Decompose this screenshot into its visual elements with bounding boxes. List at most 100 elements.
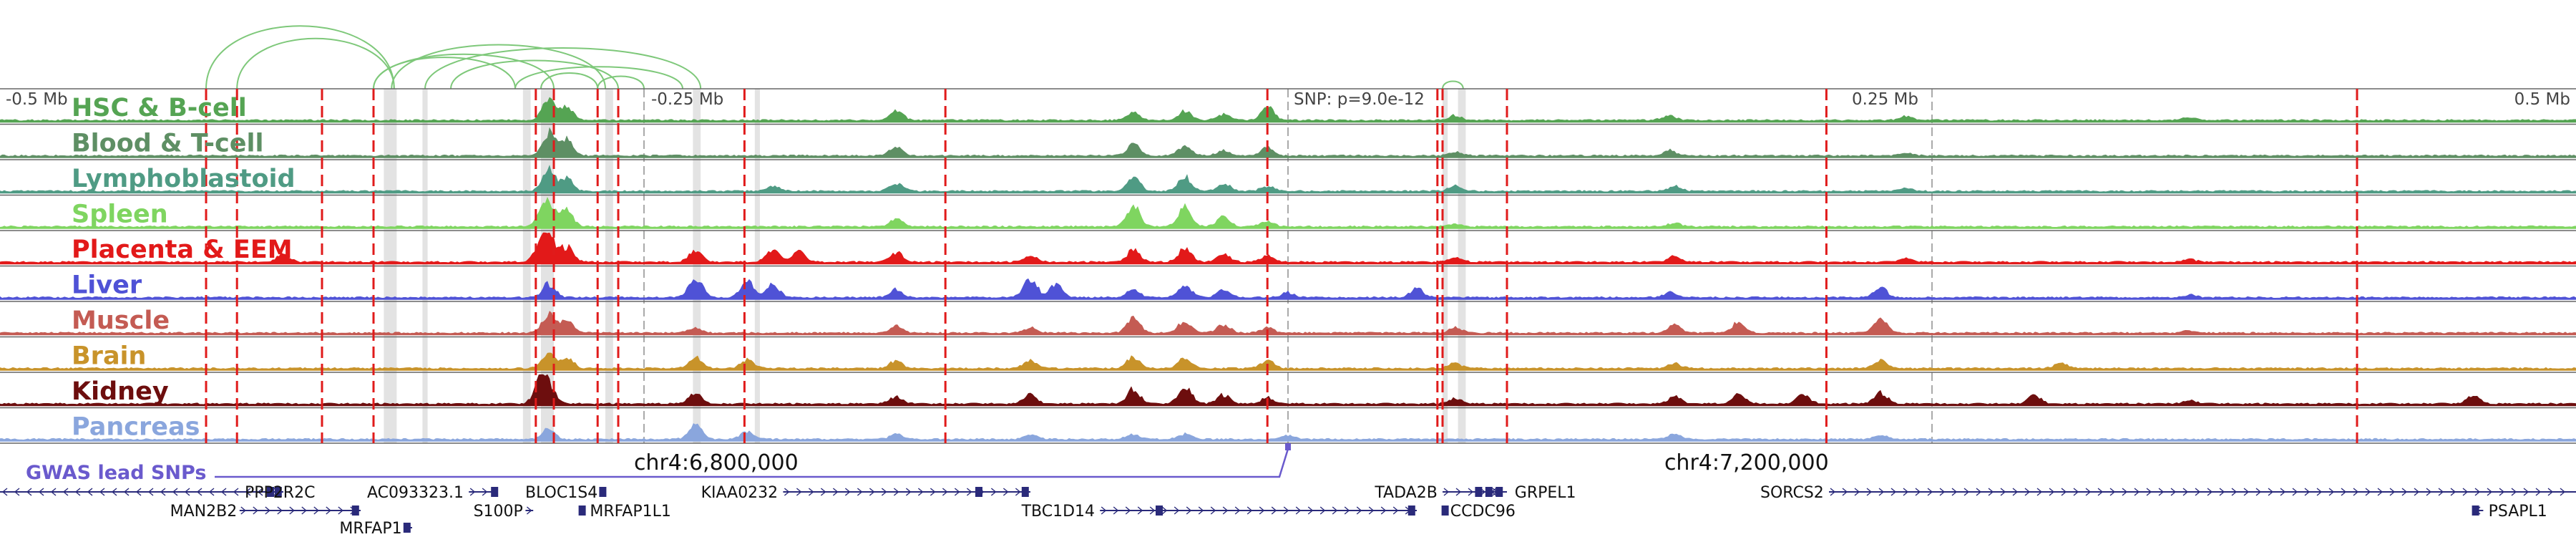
gene-strand-arrow bbox=[313, 506, 319, 515]
track-signal-2 bbox=[0, 164, 2576, 193]
gene-label-5: BLOC1S4 bbox=[525, 484, 597, 502]
gene-strand-arrow bbox=[1283, 506, 1289, 515]
track-label-2: Lymphoblastoid bbox=[72, 165, 296, 193]
gene-strand-arrow bbox=[38, 488, 44, 496]
gene-strand-arrow bbox=[893, 488, 899, 496]
gene-strand-arrow bbox=[1186, 506, 1192, 515]
gene-strand-arrow bbox=[257, 488, 263, 496]
track-signal-6 bbox=[0, 310, 2576, 335]
gene-strand-arrow bbox=[1854, 488, 1860, 496]
gene-strand-arrow bbox=[1332, 506, 1338, 515]
axis-label-left: -0.5 Mb bbox=[6, 90, 68, 109]
gene-strand-arrow bbox=[2219, 488, 2225, 496]
axis-label-mid-left: -0.25 Mb bbox=[651, 90, 723, 109]
gene-label-3: AC093323.1 bbox=[367, 484, 464, 502]
axis-label-mid-right: 0.25 Mb bbox=[1852, 90, 1918, 109]
gene-strand-arrow bbox=[301, 506, 307, 515]
gene-strand-arrow bbox=[869, 488, 875, 496]
gene-exon bbox=[1407, 505, 1415, 516]
loop-arc-8 bbox=[540, 72, 599, 90]
gene-strand-arrow bbox=[1939, 488, 1946, 496]
gene-strand-arrow bbox=[2389, 488, 2396, 496]
gene-strand-arrow bbox=[1149, 506, 1156, 515]
gene-strand-arrow bbox=[820, 488, 826, 496]
gene-strand-arrow bbox=[147, 488, 154, 496]
gene-strand-arrow bbox=[1915, 488, 1921, 496]
gene-strand-arrow bbox=[1356, 506, 1362, 515]
gene-strand-arrow bbox=[930, 488, 936, 496]
gene-strand-arrow bbox=[1015, 488, 1021, 496]
gene-strand-arrow bbox=[111, 488, 117, 496]
gene-strand-arrow bbox=[2280, 488, 2286, 496]
gene-strand-arrow bbox=[1234, 506, 1241, 515]
gene-strand-arrow bbox=[942, 488, 948, 496]
gene-strand-arrow bbox=[2122, 488, 2128, 496]
gene-strand-arrow bbox=[1198, 506, 1204, 515]
gene-strand-arrow bbox=[990, 488, 997, 496]
gene-exon bbox=[975, 487, 982, 497]
gene-strand-arrow bbox=[2182, 488, 2189, 496]
gene-strand-arrow bbox=[2487, 488, 2493, 496]
gene-strand-arrow bbox=[99, 488, 105, 496]
gene-label-2: MRFAP1 bbox=[339, 520, 401, 537]
gene-strand-arrow bbox=[2097, 488, 2104, 496]
gene-strand-arrow bbox=[857, 488, 863, 496]
gene-strand-arrow bbox=[2523, 488, 2529, 496]
gene-strand-arrow bbox=[1963, 488, 1970, 496]
gene-exon bbox=[274, 487, 282, 497]
gene-strand-arrow bbox=[2195, 488, 2201, 496]
gene-strand-arrow bbox=[184, 488, 190, 496]
gene-label-12: SORCS2 bbox=[1760, 484, 1824, 502]
gene-exon bbox=[1021, 487, 1029, 497]
track-label-9: Pancreas bbox=[72, 413, 200, 442]
gene-strand-arrow bbox=[172, 488, 178, 496]
track-label-8: Kidney bbox=[72, 377, 169, 406]
gene-strand-arrow bbox=[1137, 506, 1143, 515]
gene-strand-arrow bbox=[2450, 488, 2457, 496]
gene-label-10: GRPEL1 bbox=[1515, 484, 1576, 502]
gene-strand-arrow bbox=[1113, 506, 1119, 515]
snp-lines bbox=[205, 89, 2358, 443]
gene-strand-arrow bbox=[917, 488, 924, 496]
gene-strand-arrow bbox=[482, 488, 488, 496]
gene-strand-arrow bbox=[1368, 506, 1375, 515]
gene-strand-arrow bbox=[2061, 488, 2067, 496]
gene-strand-arrow bbox=[832, 488, 839, 496]
track-signal-1 bbox=[0, 127, 2576, 158]
gene-strand-arrow bbox=[26, 488, 32, 496]
gene-strand-arrow bbox=[196, 488, 203, 496]
chromatin-loop-arcs bbox=[205, 25, 1464, 90]
gene-exon bbox=[403, 523, 411, 533]
coordinate-labels: chr4:6,800,000 chr4:7,200,000 bbox=[634, 450, 1829, 475]
loop-arc-0 bbox=[205, 25, 395, 90]
track-signal-9 bbox=[0, 423, 2576, 442]
gene-strand-arrow bbox=[2231, 488, 2238, 496]
gene-strand-arrow bbox=[1830, 488, 1836, 496]
track-label-0: HSC & B-cell bbox=[72, 94, 247, 122]
gene-strand-arrow bbox=[1002, 488, 1009, 496]
gene-strand-arrow bbox=[135, 488, 142, 496]
gene-strand-arrow bbox=[2499, 488, 2505, 496]
gene-strand-arrow bbox=[14, 488, 20, 496]
gene-strand-arrow bbox=[808, 488, 814, 496]
track-signal-7 bbox=[0, 352, 2576, 371]
gene-exon bbox=[267, 487, 274, 497]
gene-exon bbox=[1156, 505, 1163, 516]
gene-strand-arrow bbox=[469, 488, 476, 496]
gene-exon bbox=[578, 505, 586, 516]
loop-arc-6 bbox=[450, 59, 619, 90]
loop-arc-7 bbox=[514, 66, 683, 90]
gene-strand-arrow bbox=[905, 488, 912, 496]
gene-strand-arrow bbox=[62, 488, 69, 496]
gene-track: PPP2R2C MAN2B2 MRFAP1 AC093323.1 S100PBLOC1S… bbox=[0, 484, 2576, 537]
gene-strand-arrow bbox=[1976, 488, 1982, 496]
gene-strand-arrow bbox=[2268, 488, 2274, 496]
gene-strand-arrow bbox=[2365, 488, 2371, 496]
gene-strand-arrow bbox=[881, 488, 887, 496]
gene-strand-arrow bbox=[1295, 506, 1302, 515]
gene-strand-arrow bbox=[2316, 488, 2323, 496]
axis-labels: -0.5 Mb -0.25 Mb SNP: p=9.0e-12 0.25 Mb … bbox=[6, 90, 2570, 109]
loop-arc-9 bbox=[597, 75, 645, 90]
gene-strand-arrow bbox=[1988, 488, 1994, 496]
